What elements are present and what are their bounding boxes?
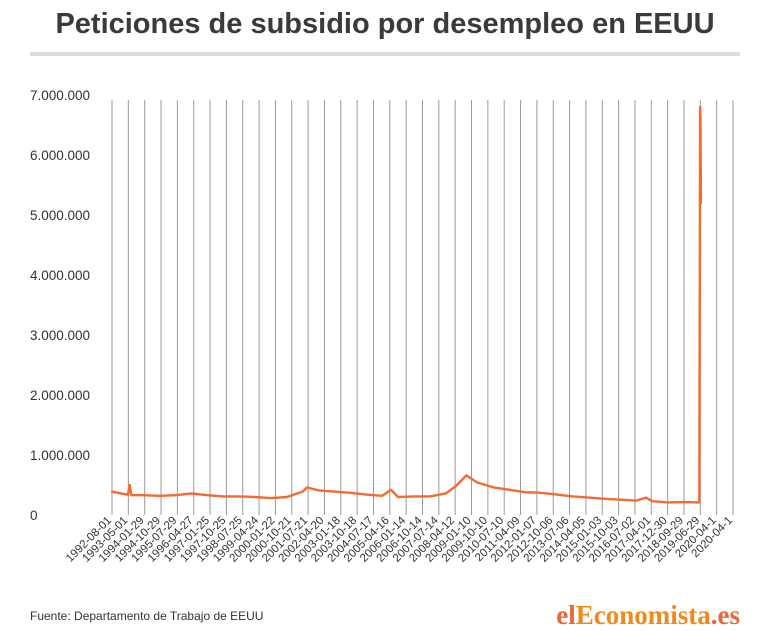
data-point	[698, 316, 701, 318]
series-line	[110, 105, 703, 504]
data-point	[556, 493, 558, 496]
data-point	[603, 497, 606, 500]
data-point	[270, 497, 272, 500]
y-tick-label: 0	[30, 508, 38, 523]
data-point	[651, 500, 654, 503]
data-point	[190, 492, 193, 495]
brand-main: Economista	[575, 600, 711, 630]
data-point	[126, 493, 129, 496]
data-point	[508, 488, 511, 491]
y-tick-label: 4.000.000	[30, 268, 90, 283]
y-tick-label: 3.000.000	[30, 328, 90, 343]
data-point	[683, 501, 686, 503]
data-point	[454, 485, 457, 488]
data-point	[206, 494, 209, 497]
data-point	[428, 495, 431, 498]
data-point	[699, 106, 701, 108]
data-point	[128, 484, 131, 486]
y-tick-label: 6.000.000	[30, 148, 90, 163]
data-point	[285, 496, 288, 498]
data-point	[142, 494, 145, 497]
data-point	[572, 495, 574, 498]
data-point	[492, 486, 495, 489]
data-point	[365, 493, 368, 496]
line-chart: 0 1.000.000 2.000.000 3.000.000 4.000.000 5.0…	[30, 88, 735, 565]
data-point	[390, 488, 392, 491]
data-point	[644, 496, 647, 499]
data-point	[587, 496, 590, 499]
data-point	[333, 490, 336, 493]
chart-series	[110, 105, 703, 504]
data-point	[465, 474, 468, 477]
data-point	[222, 495, 225, 498]
y-axis: 0 1.000.000 2.000.000 3.000.000 4.000.000 5.0…	[30, 88, 90, 523]
y-tick-label: 7.000.000	[30, 88, 90, 103]
data-point	[524, 491, 527, 494]
data-point	[699, 202, 702, 204]
data-point	[254, 496, 256, 498]
chart-grid	[111, 100, 734, 515]
data-point	[540, 491, 543, 494]
data-point	[699, 118, 702, 120]
data-point	[349, 491, 352, 494]
chart-title: Peticiones de subsidio por desempleo en …	[55, 8, 715, 40]
data-point	[317, 489, 320, 492]
data-point	[306, 486, 308, 489]
data-point	[111, 490, 113, 493]
brand-logo: elEconomista.es	[556, 600, 740, 631]
y-tick-label: 1.000.000	[30, 448, 90, 463]
y-tick-label: 2.000.000	[30, 388, 90, 403]
data-point	[697, 501, 700, 504]
data-point	[301, 490, 304, 493]
data-point	[667, 501, 670, 504]
data-point	[174, 494, 177, 497]
data-point	[238, 495, 241, 498]
data-point	[619, 498, 622, 501]
data-point	[130, 494, 133, 497]
source-note: Fuente: Departamento de Trabajo de EEUU	[30, 609, 264, 623]
title-divider	[30, 52, 740, 56]
data-point	[381, 494, 384, 497]
data-point	[444, 492, 447, 495]
x-axis: 1992-08-011993-05-011994-01-291994-10-29…	[64, 514, 735, 565]
brand-prefix: el	[556, 600, 576, 630]
data-point	[158, 494, 161, 497]
data-point	[120, 492, 122, 495]
data-point	[476, 481, 479, 484]
y-tick-label: 5.000.000	[30, 208, 90, 223]
data-point	[397, 496, 399, 498]
data-point	[413, 495, 415, 498]
brand-suffix: .es	[710, 600, 740, 630]
data-point	[698, 499, 701, 501]
data-point	[635, 499, 638, 502]
